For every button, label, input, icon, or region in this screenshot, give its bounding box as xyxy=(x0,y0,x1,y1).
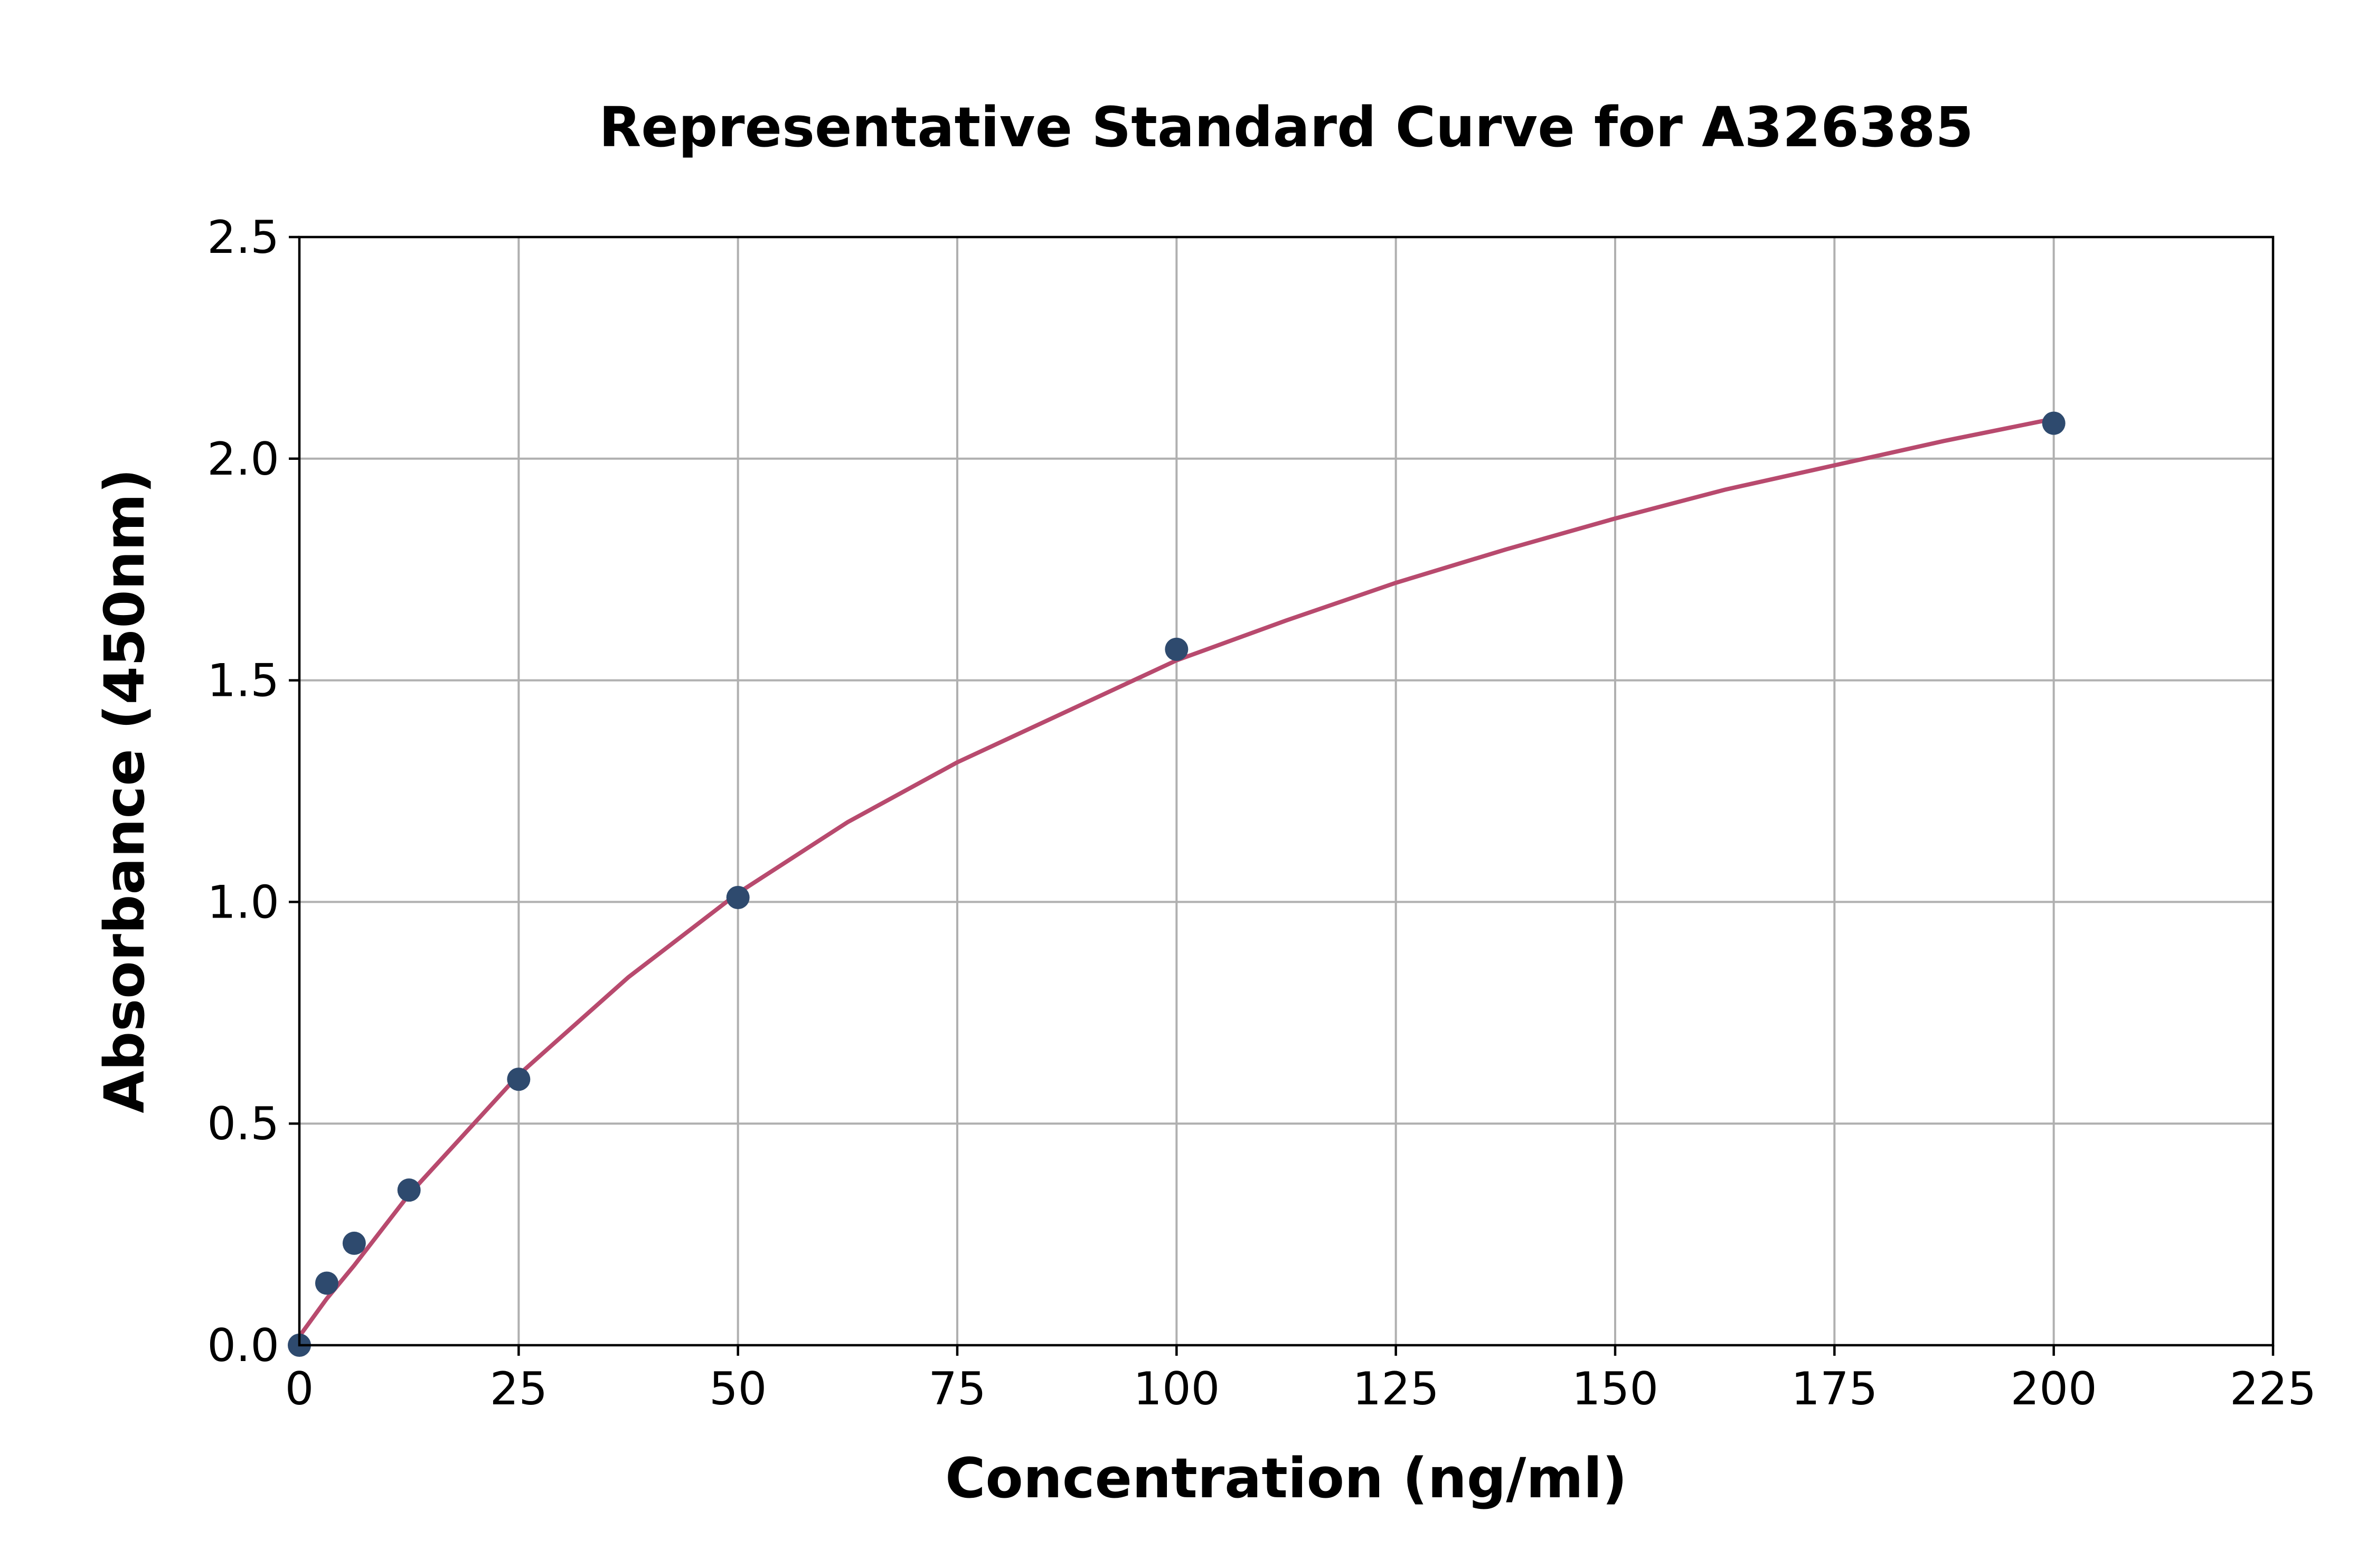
y-tick-label: 0.5 xyxy=(207,1098,279,1150)
plot-frame xyxy=(298,235,2275,1347)
x-tick-label: 200 xyxy=(2011,1363,2097,1415)
x-tick-label: 75 xyxy=(928,1363,986,1415)
y-tick-label: 1.5 xyxy=(207,655,279,707)
data-point xyxy=(2042,411,2066,435)
y-tick-label: 1.0 xyxy=(207,876,279,929)
y-tick-label: 0.0 xyxy=(207,1319,279,1372)
grid xyxy=(298,236,2274,1346)
x-tick-label: 25 xyxy=(490,1363,548,1415)
data-point xyxy=(342,1231,366,1255)
x-tick-label: 0 xyxy=(285,1363,314,1415)
data-point xyxy=(726,886,750,910)
data-point xyxy=(315,1271,338,1295)
x-axis-label: Concentration (ng/ml) xyxy=(945,1446,1627,1510)
data-point xyxy=(397,1178,421,1202)
x-tick-label: 225 xyxy=(2230,1363,2316,1415)
x-tick-label: 50 xyxy=(709,1363,767,1415)
x-tick-label: 175 xyxy=(1791,1363,1878,1415)
y-tick-label: 2.5 xyxy=(207,211,279,264)
data-point xyxy=(507,1068,531,1091)
y-tick-label: 2.0 xyxy=(207,433,279,486)
x-ticks: 0 25 50 75 100 125 150 175 200 225 xyxy=(285,1345,2316,1415)
data-point xyxy=(1165,637,1189,661)
x-tick-label: 100 xyxy=(1133,1363,1220,1415)
x-tick-label: 150 xyxy=(1572,1363,1658,1415)
x-tick-label: 125 xyxy=(1353,1363,1439,1415)
chart-title: Representative Standard Curve for A32638… xyxy=(599,95,1974,159)
y-axis-label: Absorbance (450nm) xyxy=(92,468,157,1113)
data-points xyxy=(288,411,2066,1357)
y-ticks: 0.0 0.5 1.0 1.5 2.0 2.5 xyxy=(207,211,299,1372)
